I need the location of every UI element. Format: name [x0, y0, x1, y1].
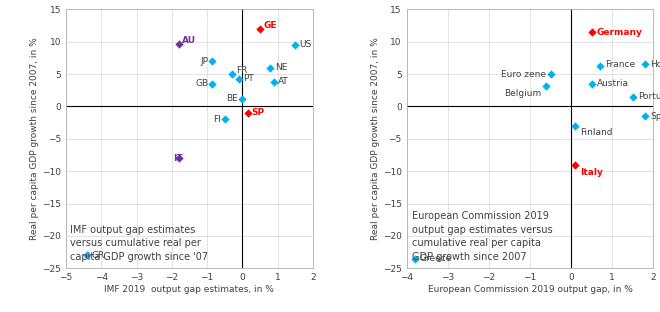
- Point: [570, 123, 581, 129]
- Text: US: US: [300, 41, 312, 50]
- Point: [226, 72, 237, 77]
- Text: GB: GB: [195, 79, 209, 88]
- Point: [628, 94, 638, 99]
- Text: GE: GE: [263, 21, 277, 30]
- Point: [174, 41, 184, 46]
- Text: FI: FI: [213, 115, 220, 124]
- Point: [640, 62, 651, 67]
- Point: [242, 110, 253, 115]
- Point: [234, 76, 244, 81]
- Text: European Commission 2019
output gap estimates versus
cumulative real per capita
: European Commission 2019 output gap esti…: [412, 211, 552, 262]
- Text: Finland: Finland: [580, 128, 612, 137]
- Point: [269, 79, 279, 84]
- Text: Portugal: Portugal: [638, 92, 660, 101]
- Text: PT: PT: [243, 74, 253, 83]
- X-axis label: European Commission 2019 output gap, in %: European Commission 2019 output gap, in …: [428, 285, 632, 294]
- Point: [541, 83, 552, 88]
- Y-axis label: Real per capita GDP growth since 2007, in %: Real per capita GDP growth since 2007, i…: [30, 37, 40, 240]
- Text: Holland: Holland: [650, 60, 660, 69]
- Point: [587, 81, 597, 86]
- Point: [640, 114, 651, 119]
- Text: Germany: Germany: [597, 27, 642, 37]
- Text: AU: AU: [182, 36, 197, 45]
- Text: Italy: Italy: [580, 168, 603, 177]
- Point: [207, 59, 218, 64]
- Text: Greece: Greece: [420, 254, 452, 263]
- X-axis label: IMF 2019  output gap estimates, in %: IMF 2019 output gap estimates, in %: [104, 285, 275, 294]
- Text: SP: SP: [252, 109, 265, 117]
- Point: [290, 42, 300, 47]
- Point: [587, 30, 597, 35]
- Text: Euro zene: Euro zene: [501, 70, 546, 79]
- Text: IT: IT: [174, 154, 183, 163]
- Point: [410, 256, 420, 261]
- Y-axis label: Real per capita GDP growth since 2007, in %: Real per capita GDP growth since 2007, i…: [371, 37, 380, 240]
- Text: Belgium: Belgium: [504, 89, 541, 98]
- Point: [265, 65, 276, 70]
- Text: IMF output gap estimates
versus cumulative real per
capita GDP growth since '07: IMF output gap estimates versus cumulati…: [70, 225, 209, 262]
- Point: [82, 253, 92, 258]
- Point: [255, 26, 265, 31]
- Text: JP: JP: [201, 57, 209, 66]
- Point: [237, 96, 248, 101]
- Text: Spain: Spain: [650, 112, 660, 121]
- Text: FR: FR: [236, 66, 248, 76]
- Text: GR: GR: [91, 251, 105, 260]
- Point: [207, 81, 218, 86]
- Text: AT: AT: [279, 77, 289, 86]
- Text: BE: BE: [226, 94, 238, 103]
- Text: France: France: [605, 60, 635, 69]
- Point: [219, 117, 230, 122]
- Point: [545, 72, 556, 77]
- Point: [570, 162, 581, 167]
- Text: Austria: Austria: [597, 79, 628, 88]
- Point: [174, 156, 184, 161]
- Point: [595, 63, 605, 68]
- Text: NE: NE: [275, 63, 287, 72]
